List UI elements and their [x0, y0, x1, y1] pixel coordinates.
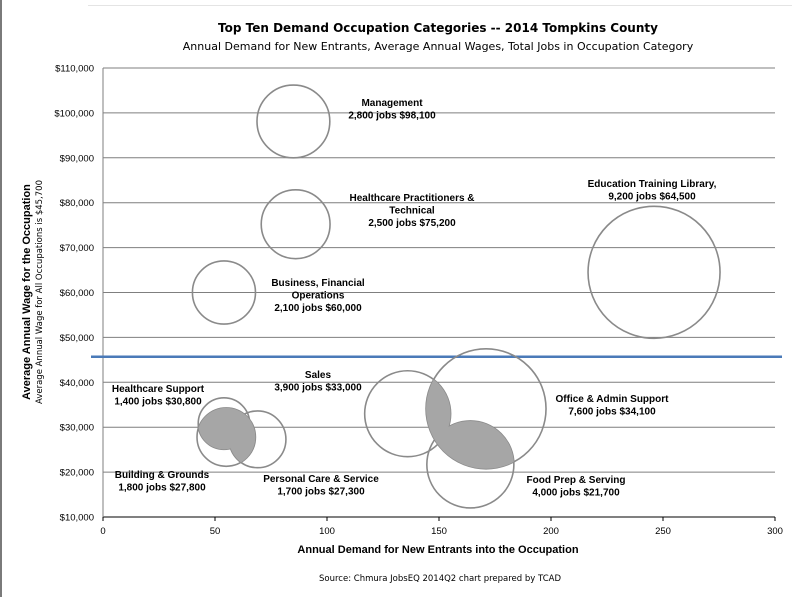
y-tick-label: $30,000 [60, 423, 94, 434]
bubble-label: Healthcare Support 1,400 jobs $30,800 [112, 384, 205, 408]
bubble-labels: Management 2,800 jobs $98,100 Healthcare P… [112, 98, 717, 499]
x-axis-title: Annual Demand for New Entrants into the … [297, 544, 578, 556]
y-tick-label: $100,000 [54, 108, 94, 119]
bubble [256, 84, 331, 159]
x-tick-label: 100 [319, 526, 335, 537]
bubble-label: Office & Admin Support 7,600 jobs $34,100 [556, 394, 670, 418]
y-tick-label: $50,000 [60, 333, 94, 344]
bubble-label: Food Prep & Serving 4,000 jobs $21,700 [527, 475, 626, 499]
x-tick-label: 250 [655, 526, 671, 537]
bubble-overlap [229, 410, 256, 467]
y-tick-label: $70,000 [60, 243, 94, 254]
x-tick-label: 50 [210, 526, 221, 537]
y-tick-label: $80,000 [60, 198, 94, 209]
window-edge [0, 0, 2, 597]
bubble [191, 260, 257, 325]
x-tick-label: 150 [431, 526, 447, 537]
y-tick-label: $60,000 [60, 288, 94, 299]
y-axis-title: Average Annual Wage for the Occupation [21, 184, 33, 400]
bubble-label: Education Training Library, 9,200 jobs $6… [588, 179, 717, 203]
bubble-label: Personal Care & Service 1,700 jobs $27,30… [263, 474, 379, 498]
bubble-label: Sales 3,900 jobs $33,000 [274, 370, 362, 394]
y-axis-subtitle: Average Annual Wage for All Occupations … [35, 180, 45, 404]
bubble-label: Business, Financial Operations 2,100 jobs … [271, 278, 365, 314]
y-tick-label: $40,000 [60, 378, 94, 389]
y-tick-label: $110,000 [55, 64, 94, 75]
x-tick-label: 300 [767, 526, 783, 537]
x-tick-label: 200 [543, 526, 559, 537]
source-note: Source: Chmura JobsEQ 2014Q2 chart prepa… [319, 574, 561, 584]
x-tick-label: 0 [100, 526, 105, 537]
y-tick-label: $20,000 [60, 468, 94, 479]
chart-subtitle: Annual Demand for New Entrants, Average … [183, 40, 694, 53]
bubble-overlap [426, 420, 514, 469]
chart-title: Top Ten Demand Occupation Categories -- … [218, 21, 658, 35]
bubble-label: Management 2,800 jobs $98,100 [348, 98, 436, 122]
bubble [260, 189, 331, 260]
bubble [587, 205, 721, 340]
y-tick-label: $10,000 [60, 513, 94, 524]
y-tick-label: $90,000 [60, 153, 94, 164]
axes: $10,000 $20,000 $30,000 $40,000 $50,000 $60,0… [54, 64, 783, 538]
bubbles [191, 84, 721, 509]
bubble-label: Healthcare Practitioners & Technical 2,500… [349, 193, 474, 229]
top-divider [88, 5, 792, 6]
bubble-label: Building & Grounds 1,800 jobs $27,800 [115, 470, 210, 494]
